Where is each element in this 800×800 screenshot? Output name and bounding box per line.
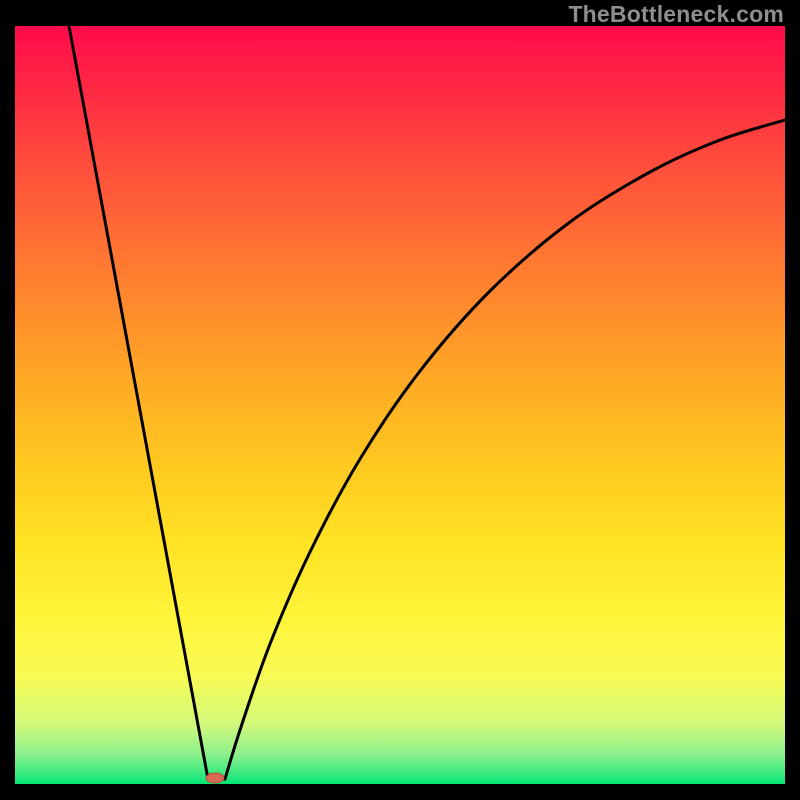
- frame-border-left: [0, 0, 15, 800]
- frame-border-right: [785, 0, 800, 800]
- frame-border-bottom: [0, 784, 800, 800]
- watermark-text: TheBottleneck.com: [568, 1, 784, 28]
- chart-frame: TheBottleneck.com: [0, 0, 800, 800]
- minimum-marker: [206, 773, 224, 783]
- curve-right-segment: [225, 120, 785, 779]
- curve-layer: [0, 0, 800, 800]
- curve-left-segment: [69, 26, 208, 779]
